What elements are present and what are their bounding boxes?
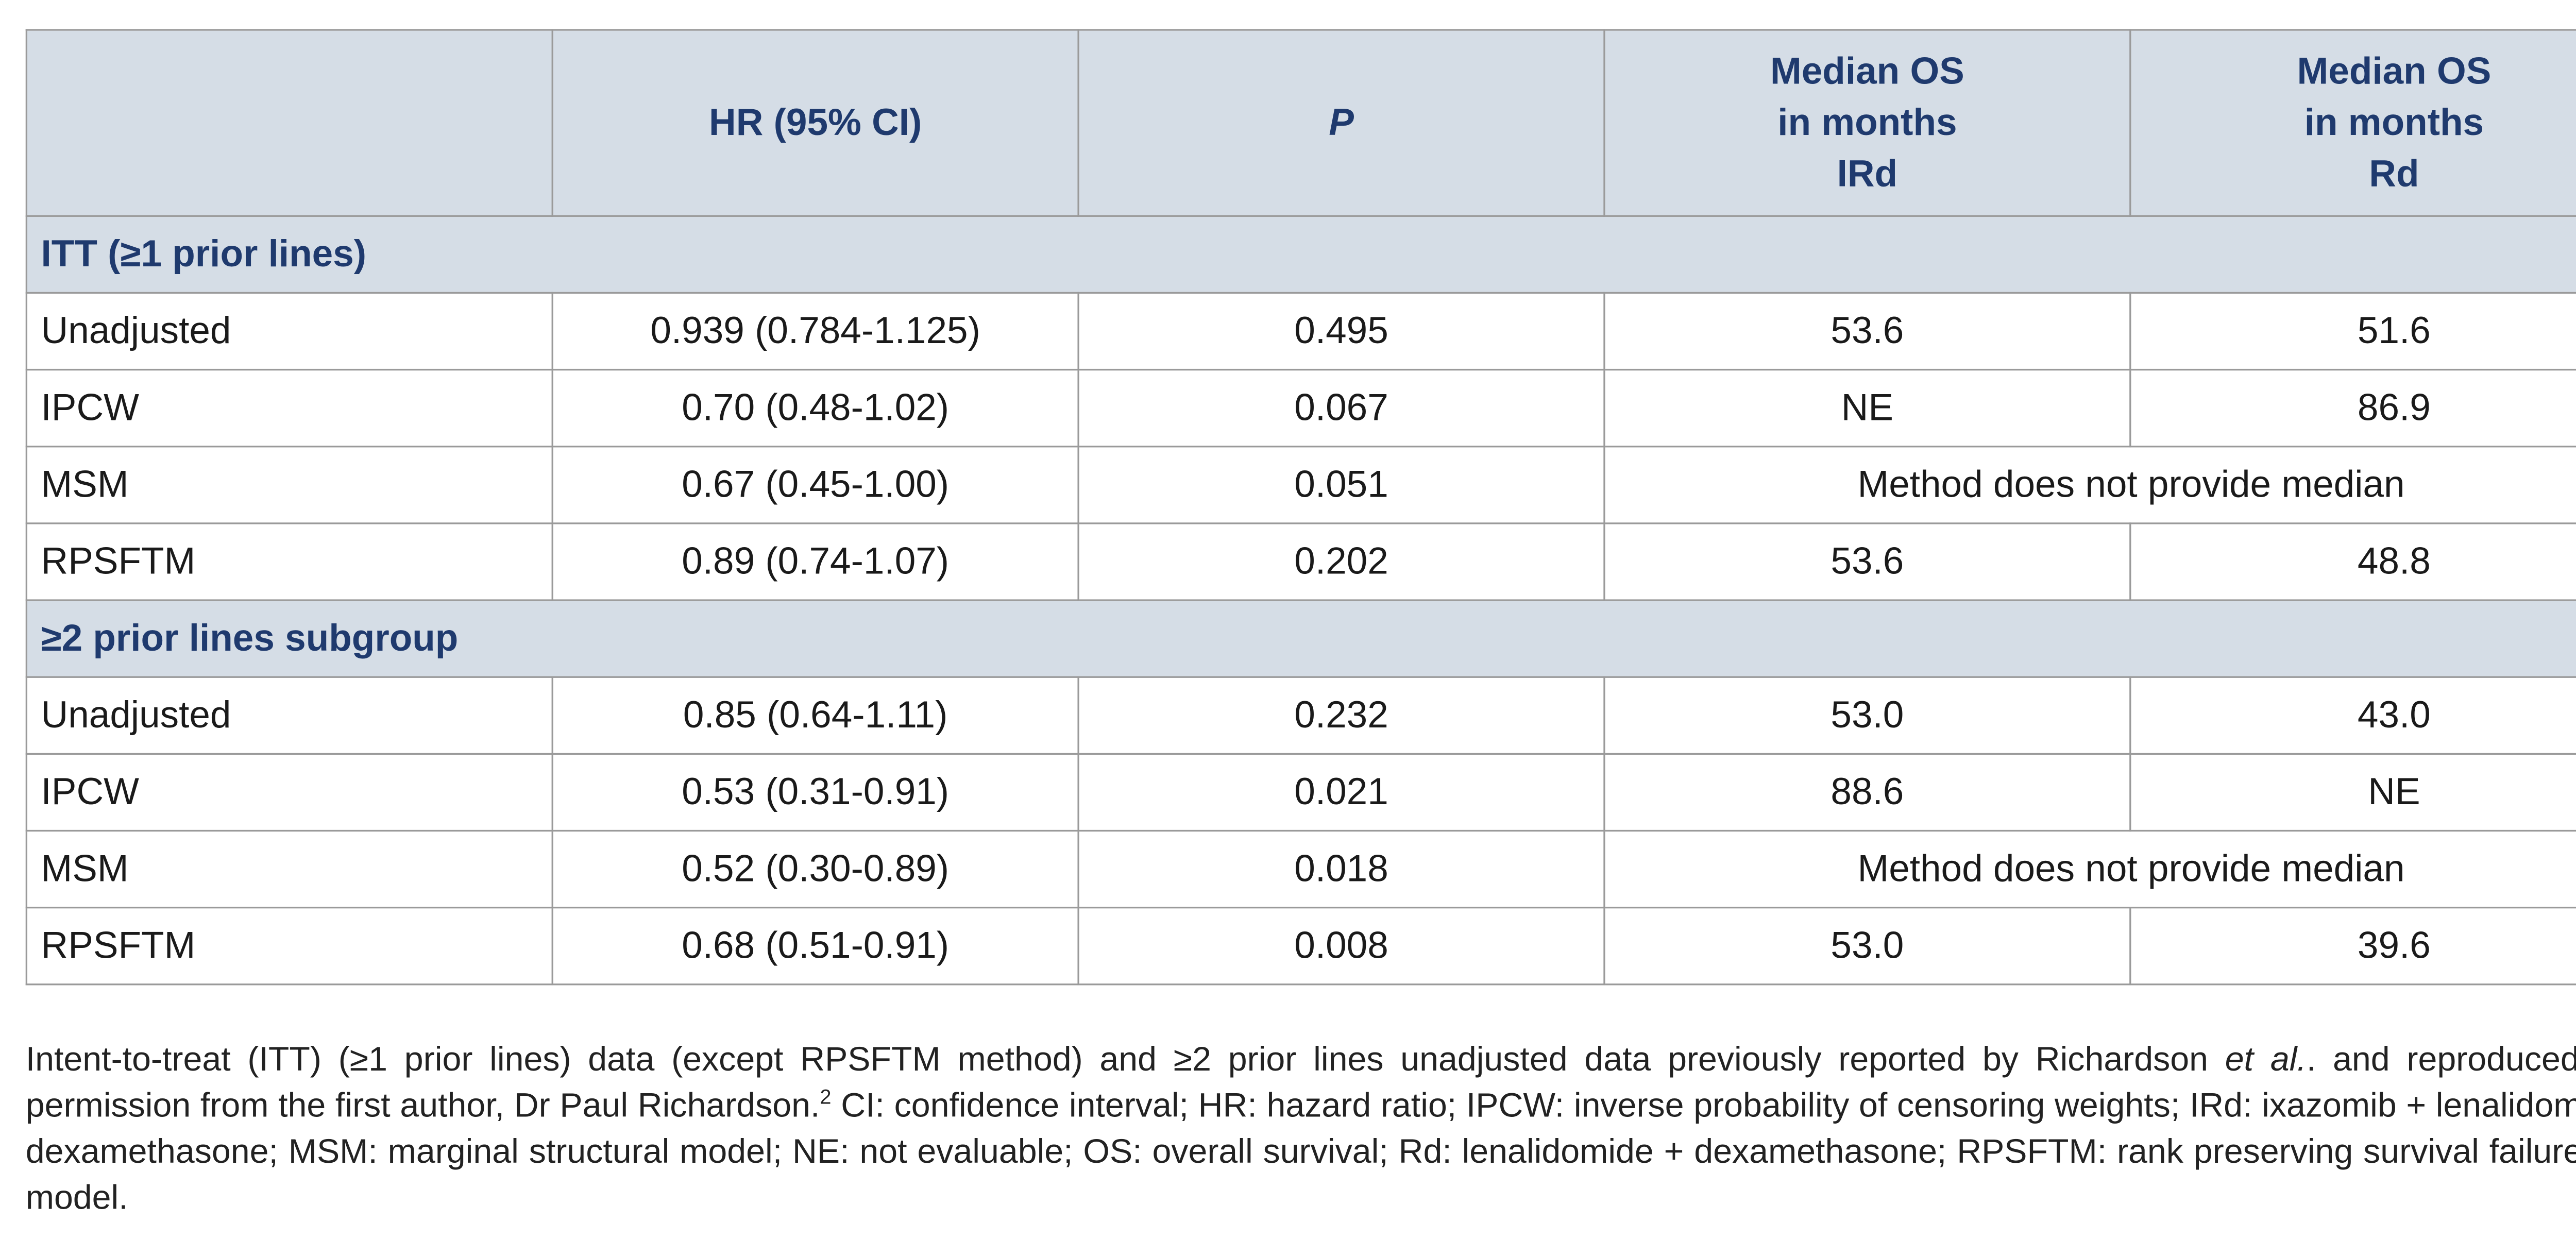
footnote-text: et al. [2225,1041,2307,1079]
cell: NE [1603,368,2131,448]
cell: 0.067 [1077,368,1605,448]
cell: 39.6 [2129,906,2576,986]
cell: 0.232 [1077,676,1605,755]
data-row: Unadjusted 0.85 (0.64-1.11) 0.232 53.0 43.0 [25,676,2576,755]
cell: 0.051 [1077,446,1605,524]
header-cell: P [1077,29,1605,217]
cell: 0.68 (0.51-0.91) [551,906,1079,986]
cell: MSM [25,829,553,909]
cell: Method does not provide median [1603,446,2576,524]
cell: 0.021 [1077,753,1605,832]
cell: RPSFTM [25,906,553,986]
cell: Method does not provide median [1603,829,2576,909]
footnote-text: . and reproduced with permission from th… [25,1041,2576,1126]
cell: 86.9 [2129,368,2576,448]
cell: RPSFTM [25,522,553,601]
cell: MSM [25,446,553,524]
cell: 0.52 (0.30-0.89) [551,829,1079,909]
cell: 53.6 [1603,522,2131,601]
cell: Unadjusted [25,676,553,755]
cell: 88.6 [1603,753,2131,832]
data-row: RPSFTM 0.68 (0.51-0.91) 0.008 53.0 39.6 [25,906,2576,986]
data-row: IPCW 0.53 (0.31-0.91) 0.021 88.6 NE [25,753,2576,832]
cell: 53.6 [1603,292,2131,371]
cell: IPCW [25,368,553,448]
cell: 0.85 (0.64-1.11) [551,676,1079,755]
section-title: ≥2 prior lines subgroup [25,599,2576,678]
data-row: RPSFTM 0.89 (0.74-1.07) 0.202 53.6 48.8 [25,522,2576,601]
header-cell [25,29,553,217]
cell: NE [2129,753,2576,832]
cell: 0.53 (0.31-0.91) [551,753,1079,832]
cell: 43.0 [2129,676,2576,755]
results-table: HR (95% CI) P Median OS in months IRd Media… [25,29,2576,986]
cell: 53.0 [1603,906,2131,986]
cell: 53.0 [1603,676,2131,755]
cell: IPCW [25,753,553,832]
cell: 51.6 [2129,292,2576,371]
header-cell: Median OS in months IRd [1603,29,2131,217]
cell: 0.202 [1077,522,1605,601]
data-row: Unadjusted 0.939 (0.784-1.125) 0.495 53.6 51… [25,292,2576,371]
cell: 48.8 [2129,522,2576,601]
cell: 0.67 (0.45-1.00) [551,446,1079,524]
cell: Unadjusted [25,292,553,371]
footnote-text: CI: confidence interval; HR: hazard rati… [25,1088,2576,1218]
cell: 0.018 [1077,829,1605,909]
header-cell: HR (95% CI) [551,29,1079,217]
header-row: HR (95% CI) P Median OS in months IRd Media… [25,29,2576,217]
cell: 0.008 [1077,906,1605,986]
footnote-text: 2 [820,1084,832,1109]
cell: 0.495 [1077,292,1605,371]
data-row: MSM 0.52 (0.30-0.89) 0.018 Method does not … [25,829,2576,909]
cell: 0.89 (0.74-1.07) [551,522,1079,601]
section-title: ITT (≥1 prior lines) [25,215,2576,294]
section-row: ITT (≥1 prior lines) [25,215,2576,294]
data-row: MSM 0.67 (0.45-1.00) 0.051 Method does not … [25,446,2576,524]
cell: 0.939 (0.784-1.125) [551,292,1079,371]
section-row: ≥2 prior lines subgroup [25,599,2576,678]
footnote-text: Intent-to-treat (ITT) (≥1 prior lines) d… [25,1041,2225,1079]
header-cell: Median OS in months Rd [2129,29,2576,217]
data-row: IPCW 0.70 (0.48-1.02) 0.067 NE 86.9 [25,368,2576,448]
cell: 0.70 (0.48-1.02) [551,368,1079,448]
footnote: Intent-to-treat (ITT) (≥1 prior lines) d… [26,1038,2576,1223]
